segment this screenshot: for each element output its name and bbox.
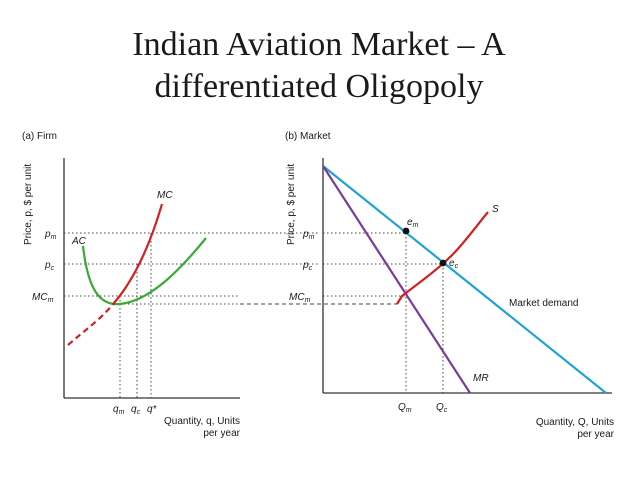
firm-tick-pc: pc [44,260,55,272]
market-panel: (b) Market Price, p, $ per unit em ec S … [240,131,615,440]
market-point-ec [439,259,447,267]
market-guide-lines [323,232,444,393]
firm-ac-curve [81,237,207,306]
market-tick-mcm: MCm [289,292,311,304]
firm-y-axis-label: Price, p, $ per unit [23,164,34,245]
market-demand-label: Market demand [509,298,578,309]
market-point-em [402,227,410,235]
firm-tick-pm: pm [44,229,57,241]
firm-mc-curve-dashed [67,302,115,346]
firm-guide-lines [64,232,320,398]
market-ec-label: ec [449,258,459,270]
market-em-label: em [407,217,419,229]
firm-mc-curve [113,203,164,304]
firm-tick-mcm: MCm [32,292,54,304]
firm-x-axis-label-2: per year [203,428,240,439]
market-panel-label: (b) Market [285,131,331,142]
title-line-2: differentiated Oligopoly [154,68,484,105]
title-line-1: Indian Aviation Market – A [132,26,506,63]
firm-panel-label: (a) Firm [22,131,57,142]
market-supply-curve [396,211,489,305]
market-mr-curve [322,165,471,394]
firm-tick-qc: qc [131,404,141,416]
firm-mc-label: MC [157,190,173,201]
firm-x-axis-label-1: Quantity, q, Units [164,416,240,427]
market-demand-curve [322,165,607,394]
firm-tick-qm: qm [113,404,125,416]
market-tick-qm: Qm [398,402,412,414]
firm-ac-label: AC [71,236,87,247]
firm-panel: (a) Firm Price, p, $ per unit MC AC pm p… [22,131,320,439]
market-y-axis-label: Price, p, $ per unit [286,164,297,245]
market-x-axis-label-1: Quantity, Q, Units [536,417,614,428]
market-tick-pc: pc [302,260,313,272]
slide-title: Indian Aviation Market – A differentiate… [0,24,638,108]
firm-tick-qstar: q* [147,404,158,415]
market-tick-pm: pm [302,229,315,241]
market-s-label: S [492,204,499,215]
market-tick-qc: Qc [436,402,448,414]
market-x-axis-label-2: per year [577,429,614,440]
market-mr-label: MR [473,373,489,384]
